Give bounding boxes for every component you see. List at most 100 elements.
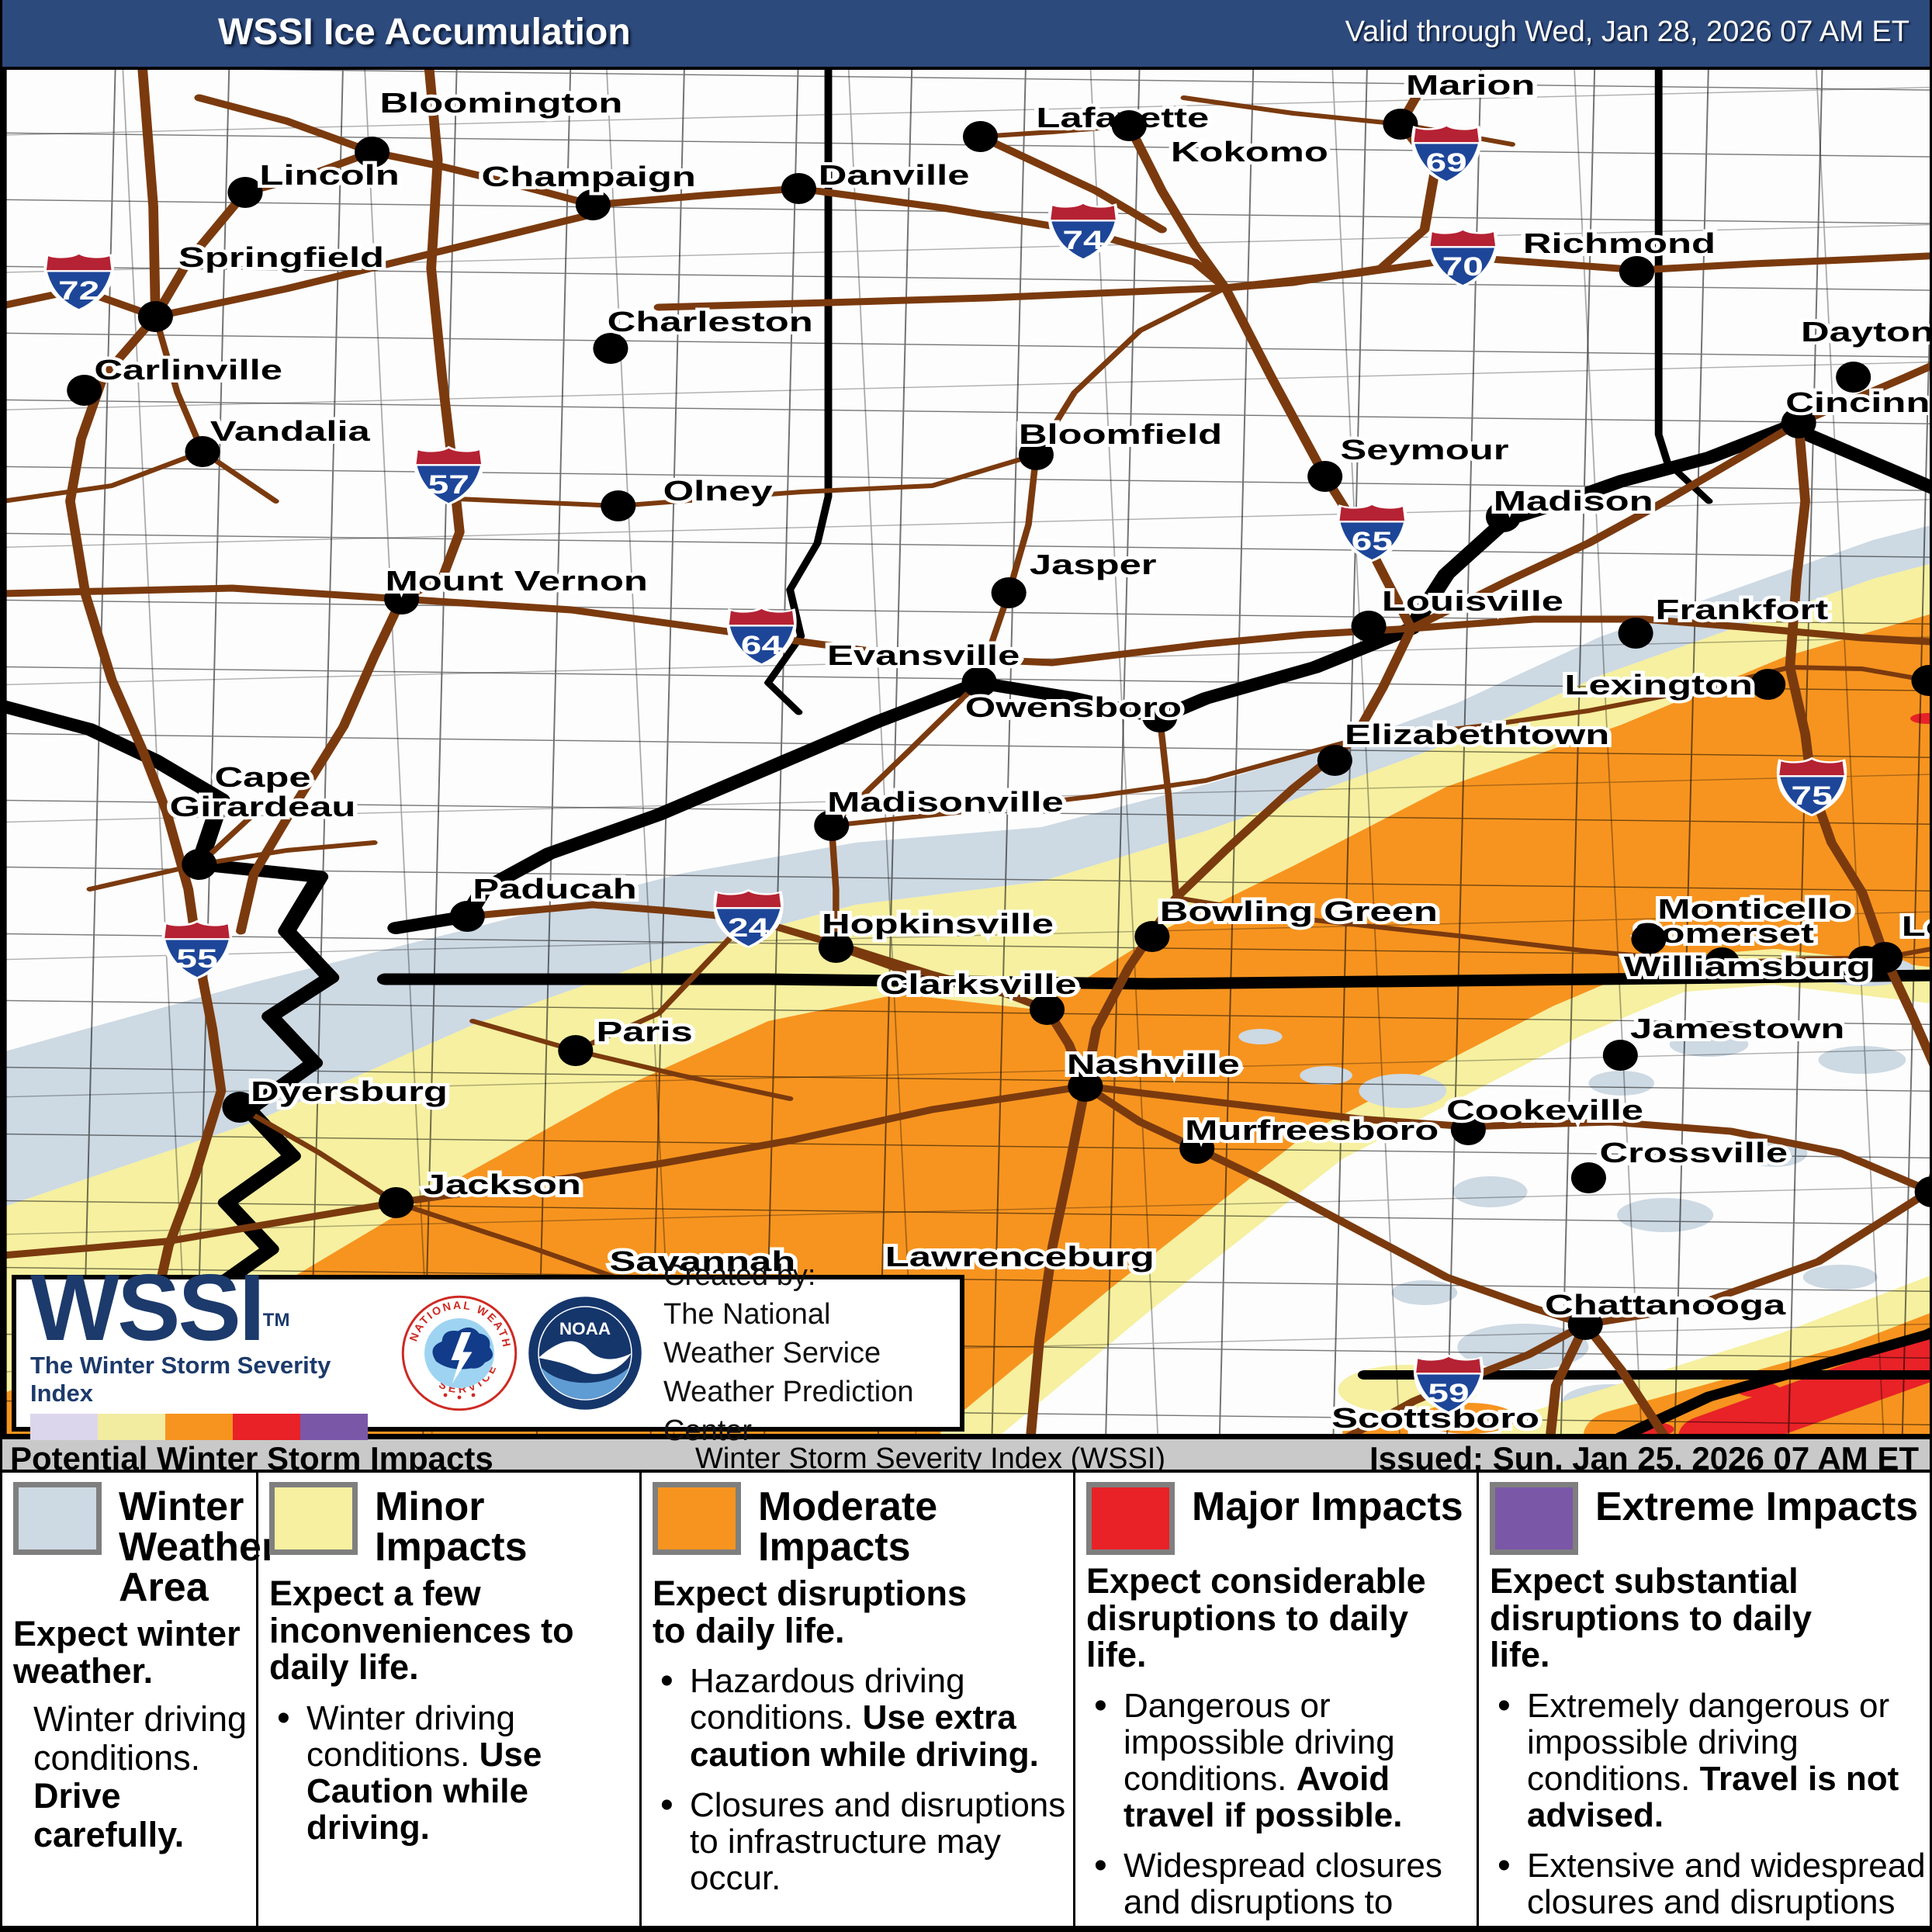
map-city-label: Monticello	[1657, 894, 1852, 925]
wssi-scale-swatch	[98, 1413, 165, 1440]
map-city-dot	[1914, 1176, 1930, 1207]
legend-title: Major Impacts	[1192, 1484, 1463, 1529]
map-city-dot	[379, 1187, 414, 1218]
map-city-label: Savannah	[609, 1246, 795, 1277]
wssi-bar-subtitle: Winter Storm Severity Index (WSSI)	[695, 1442, 1166, 1475]
map-city-label: Williamsburg	[1624, 951, 1871, 982]
wssi-scale-swatch	[300, 1413, 368, 1440]
map-city-label: Chattanooga	[1545, 1290, 1786, 1321]
map-city-label: Springfield	[178, 242, 384, 273]
map-city-label: Bloomington	[379, 88, 622, 119]
legend-paragraph: Drive carefully.	[33, 1776, 185, 1854]
map-city-label: Richmond	[1523, 228, 1716, 259]
map-city-label: Lexington	[1564, 670, 1752, 701]
svg-text:65: 65	[1352, 526, 1393, 556]
map-city-label: Charleston	[608, 306, 813, 338]
wssi-scale-swatch	[30, 1413, 98, 1440]
legend-column-moderate: Moderate Impacts Expect disruptions to da…	[639, 1473, 1073, 1926]
map-city-label: Murfreesboro	[1185, 1115, 1439, 1146]
map-city-label: Madison	[1494, 486, 1653, 517]
svg-text:72: 72	[58, 275, 99, 305]
map-city-label: Seymour	[1340, 435, 1508, 466]
map-frame	[2, 67, 1930, 1437]
map-city-label: Kokomo	[1171, 137, 1328, 168]
map-city-label: Louisville	[1382, 586, 1563, 617]
legend-heading: Expect winter weather.	[13, 1614, 241, 1691]
legend-column-winter: Winter Weather Area Expect winter weather…	[2, 1473, 278, 1926]
map-city-dot	[818, 932, 853, 963]
legend-bullet: Closures and disruptions to infrastructu…	[660, 1785, 1067, 1896]
interstate-shield: 24	[713, 888, 784, 949]
map-city-label: Bloomfield	[1019, 419, 1222, 450]
map-city-dot	[814, 810, 850, 841]
wssi-color-scale	[30, 1413, 381, 1440]
map-city-dot	[991, 577, 1027, 608]
interstate-shield: 65	[1337, 502, 1407, 563]
legend-heading: Expect disruptions to daily life.	[653, 1574, 968, 1650]
wssi-tagline: The Winter Storm Severity Index	[30, 1351, 331, 1407]
map-city-dot	[1619, 256, 1655, 287]
map-city-dot	[558, 1035, 594, 1066]
major-swatch	[1086, 1482, 1175, 1555]
legend-bullet: Extremely dangerous or impossible drivin…	[1497, 1686, 1928, 1833]
map-city-label: Elizabethtown	[1345, 719, 1609, 750]
map-city-label: Girardeau	[170, 791, 356, 822]
map-city-dot	[1351, 611, 1387, 642]
map-city-label: Vandalia	[210, 416, 371, 447]
interstate-shield: 55	[161, 919, 233, 980]
map-city-label: Jackson	[424, 1169, 581, 1200]
issued-timestamp: Issued: Sun, Jan 25, 2026 07 AM ET	[1369, 1440, 1919, 1477]
map-city-dot	[1631, 923, 1667, 954]
map-city-label: Evansville	[827, 640, 1020, 671]
map-city-dot	[1485, 501, 1522, 532]
map-city-label: London	[1902, 911, 1932, 942]
map-city-dot	[601, 490, 636, 521]
legend-heading: Expect a few inconveniences to daily lif…	[269, 1574, 574, 1688]
svg-text:74: 74	[1062, 225, 1103, 254]
map-city-label: Mount Vernon	[386, 566, 648, 597]
wssi-wordmark: WSSITM	[30, 1255, 290, 1361]
wssi-logo-box: WSSITM The Winter Storm Severity Index N…	[12, 1259, 964, 1447]
map-city-label: Lawrenceburg	[885, 1241, 1155, 1272]
map-city-dot	[962, 121, 999, 152]
map-city-label: Marion	[1406, 70, 1535, 101]
moderate-swatch	[653, 1482, 741, 1555]
map-city-dot	[593, 333, 628, 364]
header-bar: WSSI Ice Accumulation Valid through Wed,…	[2, 0, 1930, 67]
map-city-dot	[1383, 109, 1418, 140]
svg-text:57: 57	[428, 469, 469, 499]
minor-swatch	[269, 1482, 358, 1555]
svg-text:59: 59	[1428, 1378, 1469, 1407]
map-city-dot	[1134, 921, 1170, 952]
map-city-dot	[1018, 439, 1054, 470]
svg-text:55: 55	[176, 943, 217, 973]
legend-title: Extreme Impacts	[1595, 1484, 1919, 1529]
extreme-swatch	[1490, 1482, 1578, 1555]
map-city-dot	[185, 436, 220, 467]
valid-through-text: Valid through Wed, Jan 28, 2026 07 AM ET	[1345, 16, 1909, 48]
legend-column-extreme: Extreme Impacts Expect substantial disrup…	[1477, 1473, 1930, 1932]
interstate-shield: 72	[43, 251, 114, 312]
map-city-label: Cincinnati	[1785, 387, 1932, 418]
legend-title: Winter Weather Area	[119, 1484, 278, 1610]
legend-heading: Expect considerable disruptions to daily…	[1086, 1561, 1426, 1675]
wssi-scale-swatch	[165, 1413, 233, 1440]
map-city-dot	[1317, 745, 1352, 776]
map-city-dot	[1781, 407, 1816, 438]
legend-column-minor: Minor Impacts Expect a few inconveniences…	[256, 1473, 639, 1926]
map-city-dot	[1911, 665, 1930, 696]
map-city-dot	[1567, 1309, 1603, 1340]
map-city-label: Danville	[819, 160, 970, 191]
map-city-label: Dyersburg	[251, 1076, 448, 1107]
wssi-scale-swatch	[233, 1413, 300, 1440]
map-city-dot	[227, 177, 263, 208]
map-city-label: Dayton	[1801, 317, 1932, 348]
legend-bullet: Widespread closures and disruptions to i…	[1094, 1846, 1470, 1932]
svg-text:24: 24	[728, 912, 769, 942]
map-city-dot	[1750, 669, 1786, 700]
map-city-label: Madisonville	[827, 787, 1064, 818]
map-city-label: Bowling Green	[1160, 896, 1438, 927]
legend-title: Minor Impacts	[375, 1484, 528, 1570]
map-city-dot	[384, 583, 420, 615]
created-by-text: Created by: The National Weather Service…	[663, 1259, 914, 1448]
